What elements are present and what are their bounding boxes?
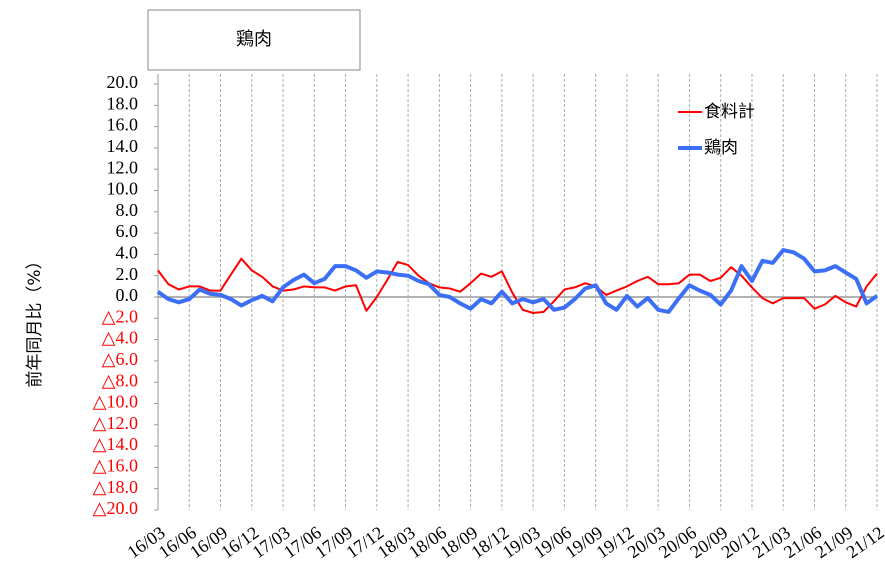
y-tick-label: △12.0 (93, 413, 138, 433)
title-box (147, 9, 361, 71)
y-tick-label: 2.0 (116, 264, 139, 284)
y-tick-label: 8.0 (116, 200, 139, 220)
y-tick-label: △18.0 (93, 477, 138, 497)
y-tick-label: 16.0 (107, 115, 139, 135)
y-tick-label: 18.0 (107, 93, 139, 113)
legend-label: 鶏肉 (704, 138, 738, 158)
y-tick-label: △10.0 (93, 392, 138, 412)
y-tick-label: △16.0 (93, 456, 138, 476)
y-tick-label: 0.0 (116, 285, 139, 305)
y-tick-label: △6.0 (102, 349, 138, 369)
y-tick-label: 4.0 (116, 243, 139, 263)
y-tick-label: 20.0 (107, 72, 139, 92)
y-tick-label: △14.0 (93, 434, 138, 454)
y-tick-label: △2.0 (102, 306, 138, 326)
series-line (156, 248, 879, 314)
y-tick-label: 14.0 (107, 136, 139, 156)
y-tick-label: 12.0 (107, 157, 139, 177)
y-tick-label: 6.0 (116, 221, 139, 241)
y-axis-title: 前年同月比（%） (25, 252, 45, 387)
y-tick-label: 10.0 (107, 179, 139, 199)
series-line (157, 257, 878, 314)
chart-title: 鶏肉 (236, 29, 272, 50)
y-tick-label: △4.0 (102, 328, 138, 348)
y-tick-label: △8.0 (102, 370, 138, 390)
y-tick-label: △20.0 (93, 498, 138, 518)
legend-label: 食料計 (704, 102, 755, 122)
